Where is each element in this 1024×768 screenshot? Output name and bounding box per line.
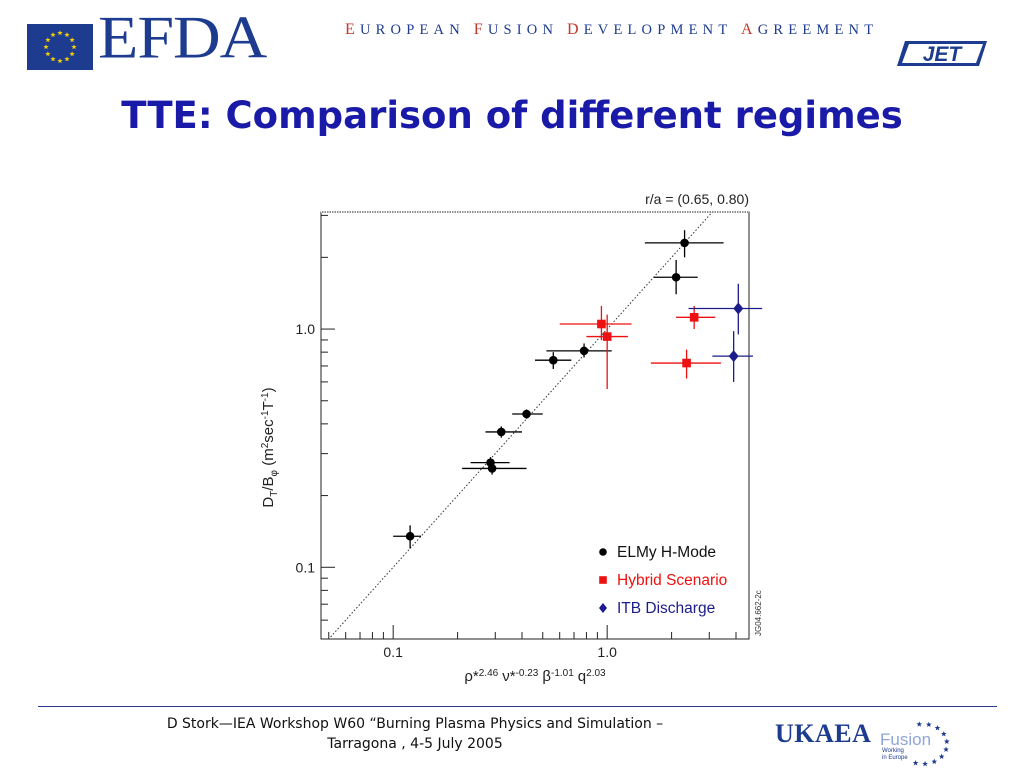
eu-star-icon (43, 44, 49, 50)
slide-title: TTE: Comparison of different regimes (121, 94, 903, 137)
data-point (586, 314, 628, 390)
efda-name-initial: E (345, 21, 360, 38)
data-point (535, 352, 572, 369)
eu-star-icon (57, 30, 63, 36)
data-point (688, 283, 763, 335)
scatter-chart: 0.1 1.0 0.1 1.0 ELMy H-Mode Hybrid Scenario IT… (260, 191, 763, 686)
point-marker (597, 319, 606, 329)
eu-star-icon (71, 44, 77, 50)
eu-star-icon (69, 37, 75, 43)
point-marker (671, 272, 681, 282)
efda-name-initial: F (473, 21, 488, 38)
fusion-star-icon (922, 760, 928, 767)
y-tick-label: 0.1 (296, 559, 316, 575)
point-marker (682, 358, 691, 368)
data-point (462, 462, 527, 475)
data-point (644, 230, 724, 258)
efda-name-word: EVELOPMENT (583, 22, 733, 38)
series-itb-discharge (688, 283, 763, 382)
fusion-star-icon (912, 760, 919, 766)
eu-star-icon (57, 58, 63, 64)
jet-logo-text: JET (923, 43, 964, 66)
data-point (559, 305, 632, 340)
eu-flag-logo (27, 24, 93, 70)
point-marker (680, 238, 689, 248)
chart-annotation: r/a = (0.65, 0.80) (645, 191, 749, 207)
x-tick-label: 0.1 (383, 644, 403, 660)
fusion-tagline-2: in Europe (882, 755, 908, 761)
fusion-star-icon (931, 758, 938, 765)
fusion-logo: Fusion (880, 730, 932, 749)
eu-star-icon (45, 51, 51, 57)
fusion-star-icon (934, 725, 941, 731)
fusion-stars-icon (912, 721, 950, 767)
point-marker (522, 409, 531, 419)
point-marker (579, 346, 589, 356)
fusion-tagline: Working in Europe (882, 748, 908, 762)
efda-name-initial: D (566, 21, 584, 38)
data-point (512, 409, 543, 419)
footer-line-1: D Stork—IEA Workshop W60 “Burning Plasma… (166, 716, 664, 732)
footer-line-2: Tarragona , 4-5 July 2005 (327, 736, 503, 752)
ukaea-logo: UKAEA (775, 719, 872, 748)
efda-name-word: UROPEAN (359, 22, 465, 38)
data-point (393, 525, 422, 549)
point-marker (689, 313, 699, 322)
legend-label: ELMy H-Mode (617, 544, 716, 561)
point-marker (405, 531, 415, 541)
fusion-star-icon (925, 721, 932, 728)
eu-star-icon (64, 56, 70, 62)
point-marker (728, 350, 739, 363)
jet-logo: JET (897, 41, 987, 66)
legend-marker (599, 576, 607, 584)
eu-star-icon (69, 51, 75, 57)
efda-name-word: USION (487, 22, 559, 38)
footer-divider (38, 706, 997, 707)
x-axis-label: ρ*2.46 ν*-0.23 β-1.01 q2.03 (464, 668, 606, 686)
eu-stars-icon (43, 30, 77, 64)
data-point (485, 426, 523, 438)
data-point (712, 331, 753, 382)
y-axis-label: DT/Bφ (m2sec-1T-1) (260, 387, 280, 507)
point-marker (602, 332, 612, 341)
data-point (546, 343, 612, 358)
legend-marker (599, 548, 607, 556)
fusion-star-icon (938, 753, 945, 760)
eu-star-icon (50, 56, 56, 62)
data-point (676, 305, 716, 330)
series-hybrid-scenario (559, 305, 721, 390)
plot-frame (320, 211, 750, 640)
fusion-star-icon (916, 721, 923, 727)
x-tick-label: 1.0 (597, 644, 617, 660)
chart-legend: ELMy H-Mode Hybrid Scenario ITB Discharge (599, 544, 727, 617)
y-tick-label: 1.0 (296, 321, 316, 337)
series-elmy-h-mode (393, 230, 724, 549)
fusion-tagline-1: Working (882, 748, 904, 754)
footer-citation: D Stork—IEA Workshop W60 “Burning Plasma… (120, 714, 710, 754)
efda-logo: EFDA (98, 4, 267, 72)
fusion-star-icon (940, 731, 947, 737)
legend-marker (599, 603, 607, 613)
eu-star-icon (45, 37, 51, 43)
point-marker (496, 427, 506, 437)
chart-side-note: JG04.662-2c (754, 590, 763, 636)
point-marker (733, 302, 744, 315)
eu-star-icon (50, 32, 56, 38)
efda-name-word: GREEMENT (757, 22, 879, 38)
point-marker (548, 355, 558, 365)
data-point (653, 259, 698, 295)
eu-star-icon (64, 32, 70, 38)
fusion-star-icon (943, 738, 950, 744)
fusion-star-icon (943, 746, 949, 752)
efda-full-name: EUROPEAN FUSION DEVELOPMENT AGREEMENT (345, 21, 878, 39)
legend-label: ITB Discharge (617, 600, 715, 617)
point-marker (487, 464, 497, 473)
data-point (650, 349, 721, 379)
legend-label: Hybrid Scenario (617, 572, 727, 589)
efda-name-initial: A (740, 21, 758, 38)
